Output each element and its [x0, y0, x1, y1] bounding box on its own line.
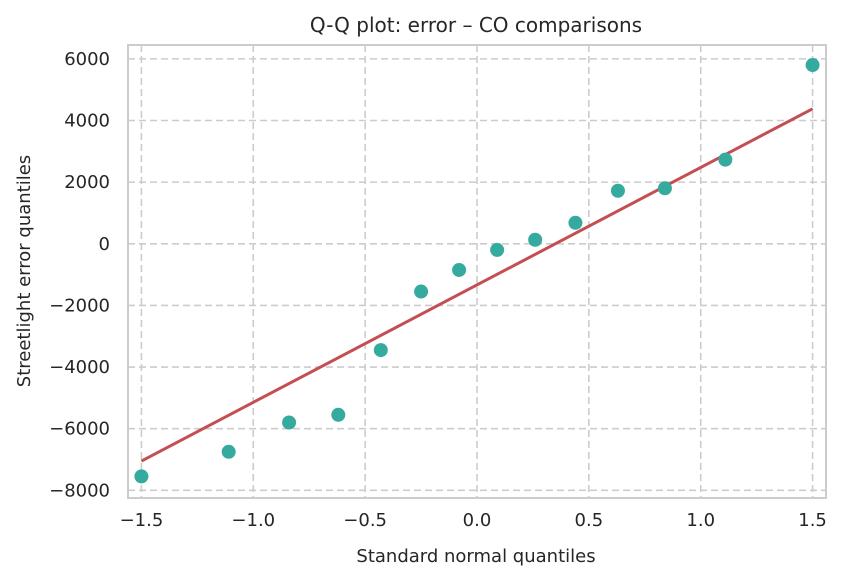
data-point — [373, 343, 388, 358]
data-point — [490, 242, 505, 257]
data-point — [568, 215, 583, 230]
y-tick-label: 4000 — [64, 111, 110, 132]
data-point — [718, 152, 733, 167]
data-point — [134, 469, 149, 484]
y-tick-label: 0 — [99, 234, 110, 255]
data-point — [657, 181, 672, 196]
y-tick-label: −4000 — [49, 357, 110, 378]
data-point — [331, 407, 346, 422]
data-point — [282, 415, 297, 430]
data-point — [414, 284, 429, 299]
grid-lines — [128, 45, 826, 498]
x-tick-label: 1.5 — [798, 510, 827, 531]
y-tick-label: −2000 — [49, 295, 110, 316]
chart-title: Q-Q plot: error – CO comparisons — [310, 13, 642, 37]
data-point — [528, 232, 543, 247]
x-tick-label: 1.0 — [686, 510, 715, 531]
x-tick-label: 0.0 — [463, 510, 492, 531]
y-tick-label: −8000 — [49, 480, 110, 501]
data-point — [805, 58, 820, 73]
data-points — [134, 58, 820, 484]
x-axis-label: Standard normal quantiles — [356, 546, 595, 567]
x-tick-labels: −1.5 −1.0 −0.5 0.0 0.5 1.0 1.5 — [120, 510, 827, 531]
x-tick-label: −1.0 — [231, 510, 275, 531]
reference-line-group — [140, 107, 814, 463]
y-tick-label: 6000 — [64, 49, 110, 70]
y-tick-labels: −8000 −6000 −4000 −2000 0 2000 4000 6000 — [49, 49, 110, 501]
x-tick-label: 0.5 — [575, 510, 604, 531]
plot-frame — [127, 44, 827, 499]
y-axis-label: Streetlight error quantiles — [14, 155, 35, 387]
y-tick-label: 2000 — [64, 172, 110, 193]
reference-line — [140, 107, 814, 463]
y-tick-label: −6000 — [49, 419, 110, 440]
data-point — [221, 444, 236, 459]
data-point — [452, 262, 467, 277]
x-tick-label: −1.5 — [120, 510, 164, 531]
data-point — [610, 183, 625, 198]
x-tick-label: −0.5 — [343, 510, 387, 531]
